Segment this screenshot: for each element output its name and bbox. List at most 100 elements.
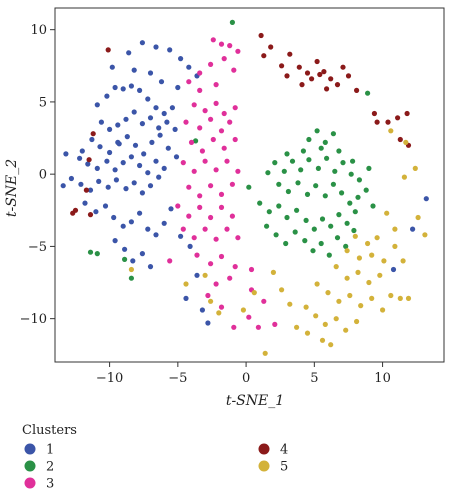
legend-title: Clusters	[22, 423, 77, 438]
data-point-cluster-1	[78, 181, 84, 187]
data-point-cluster-2	[276, 181, 282, 187]
data-point-cluster-2	[352, 209, 358, 215]
data-point-cluster-4	[287, 51, 293, 57]
data-point-cluster-2	[281, 168, 287, 174]
data-point-cluster-2	[295, 180, 301, 186]
data-point-cluster-5	[344, 248, 350, 254]
data-point-cluster-4	[395, 115, 401, 121]
data-point-cluster-3	[235, 48, 241, 54]
data-point-cluster-5	[365, 240, 371, 247]
data-point-cluster-3	[188, 139, 195, 145]
data-point-cluster-5	[333, 264, 339, 270]
legend-label-4: 4	[280, 443, 288, 458]
data-point-cluster-3	[186, 79, 192, 85]
data-point-cluster-5	[412, 165, 418, 171]
data-point-cluster-4	[328, 76, 334, 82]
data-point-cluster-1	[104, 158, 110, 164]
data-point-cluster-2	[351, 227, 357, 234]
data-point-cluster-3	[202, 226, 208, 232]
x-tick-label: 10	[374, 371, 391, 386]
data-point-cluster-1	[139, 121, 145, 127]
data-point-cluster-1	[131, 180, 137, 186]
data-point-cluster-5	[328, 342, 334, 348]
data-point-cluster-1	[98, 119, 104, 125]
data-point-cluster-4	[296, 64, 302, 70]
data-point-cluster-5	[343, 327, 349, 333]
data-point-cluster-5	[405, 295, 412, 301]
data-point-cluster-3	[224, 158, 230, 164]
data-point-cluster-1	[156, 125, 162, 131]
data-point-cluster-4	[309, 76, 315, 82]
data-point-cluster-5	[356, 255, 362, 261]
plot-frame	[54, 7, 445, 363]
data-point-cluster-3	[191, 235, 197, 241]
data-point-cluster-1	[123, 116, 129, 122]
data-point-cluster-1	[109, 64, 115, 70]
data-point-cluster-5	[344, 275, 350, 281]
data-point-cluster-3	[218, 128, 225, 134]
data-point-cluster-4	[261, 53, 267, 59]
data-point-cluster-3	[255, 324, 261, 330]
x-tick-label: 0	[242, 371, 250, 386]
data-point-cluster-1	[68, 175, 74, 182]
data-point-cluster-3	[227, 43, 233, 49]
data-point-cluster-3	[261, 298, 267, 304]
data-point-cluster-3	[218, 304, 225, 310]
data-point-cluster-2	[356, 177, 362, 183]
data-point-cluster-1	[423, 196, 429, 202]
data-point-cluster-2	[319, 216, 326, 222]
data-point-cluster-1	[112, 167, 118, 173]
data-point-cluster-5	[262, 350, 268, 356]
data-point-cluster-5	[208, 298, 214, 304]
data-point-cluster-2	[284, 151, 290, 157]
data-point-cluster-3	[197, 87, 203, 93]
data-point-cluster-3	[213, 167, 219, 173]
data-point-cluster-3	[218, 204, 225, 210]
data-point-cluster-2	[298, 167, 304, 173]
data-point-cluster-5	[358, 303, 364, 309]
data-point-cluster-1	[79, 148, 85, 154]
data-point-cluster-5	[377, 272, 383, 278]
data-point-cluster-2	[322, 193, 328, 199]
data-point-cluster-3	[210, 37, 216, 43]
data-point-cluster-2	[94, 251, 100, 257]
data-point-cluster-5	[397, 295, 403, 301]
data-point-cluster-1	[137, 210, 143, 216]
legend-swatch-4	[258, 443, 270, 455]
data-point-cluster-2	[306, 136, 312, 143]
data-point-cluster-2	[292, 229, 298, 235]
data-point-cluster-4	[385, 119, 391, 125]
data-point-cluster-4	[299, 82, 305, 88]
data-point-cluster-5	[319, 337, 326, 343]
data-point-cluster-4	[70, 210, 76, 216]
data-point-cluster-1	[145, 96, 151, 102]
data-point-cluster-2	[318, 240, 324, 247]
data-point-cluster-3	[232, 264, 238, 270]
data-points	[60, 19, 429, 356]
y-axis-title: t-SNE_2	[4, 159, 20, 217]
data-point-cluster-2	[315, 165, 321, 171]
data-point-cluster-3	[231, 324, 237, 330]
data-point-cluster-3	[232, 136, 238, 143]
data-point-cluster-3	[227, 275, 233, 281]
data-point-cluster-5	[380, 307, 386, 313]
data-point-cluster-2	[330, 131, 336, 137]
data-point-cluster-2	[328, 223, 334, 229]
legend-label-5: 5	[280, 460, 288, 475]
data-point-cluster-1	[120, 223, 126, 229]
data-point-cluster-5	[355, 269, 361, 275]
data-point-cluster-3	[272, 321, 278, 327]
data-point-cluster-3	[183, 119, 189, 125]
data-point-cluster-1	[77, 155, 83, 161]
data-point-cluster-1	[187, 243, 193, 249]
data-point-cluster-1	[147, 115, 154, 121]
data-point-cluster-3	[213, 281, 219, 287]
data-point-cluster-1	[168, 206, 174, 212]
data-point-cluster-4	[321, 69, 327, 75]
data-point-cluster-5	[303, 304, 309, 310]
data-point-cluster-2	[339, 190, 345, 196]
data-point-cluster-1	[87, 187, 94, 193]
data-point-cluster-5	[322, 321, 328, 327]
legend-swatch-3	[24, 477, 36, 489]
data-point-cluster-4	[284, 73, 290, 79]
